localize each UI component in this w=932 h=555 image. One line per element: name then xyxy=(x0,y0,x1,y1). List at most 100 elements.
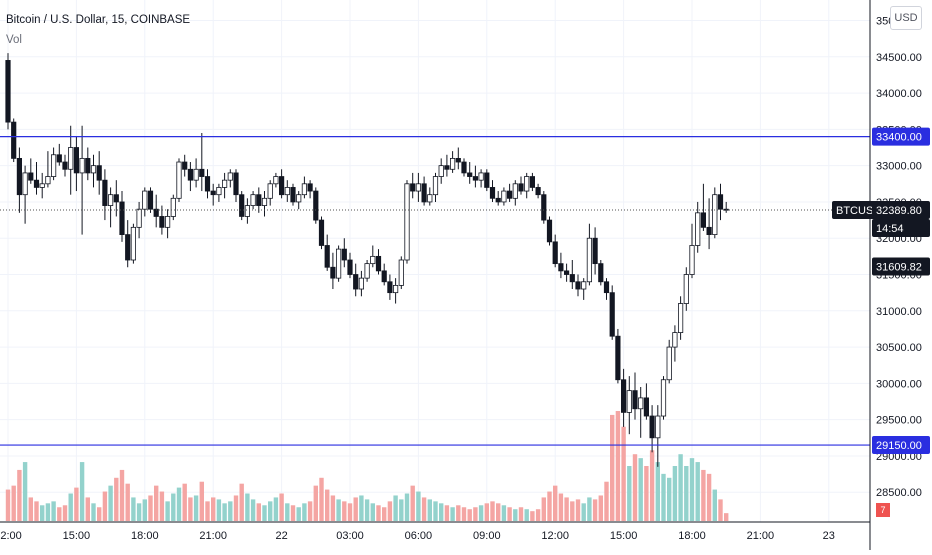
candle-body[interactable] xyxy=(353,274,359,290)
candle-body[interactable] xyxy=(136,208,142,228)
candle-body[interactable] xyxy=(113,194,119,203)
candle-body[interactable] xyxy=(227,172,233,181)
candle-body[interactable] xyxy=(204,176,211,192)
candle-body[interactable] xyxy=(210,190,216,196)
candle-body[interactable] xyxy=(387,281,393,294)
candle-body[interactable] xyxy=(273,176,279,185)
candle-body[interactable] xyxy=(364,263,370,279)
candle-body[interactable] xyxy=(643,397,650,417)
candle-body[interactable] xyxy=(96,165,102,181)
candle-body[interactable] xyxy=(484,172,490,188)
candle-body[interactable] xyxy=(130,226,136,261)
candle-body[interactable] xyxy=(341,248,347,261)
candle-body[interactable] xyxy=(552,241,558,265)
candle-body[interactable] xyxy=(108,194,114,206)
candle-body[interactable] xyxy=(79,157,85,174)
candle-body[interactable] xyxy=(626,390,632,413)
candle-body[interactable] xyxy=(581,281,587,290)
candle-body[interactable] xyxy=(689,245,695,275)
candle-body[interactable] xyxy=(700,212,707,228)
candle-body[interactable] xyxy=(358,277,365,290)
candle-body[interactable] xyxy=(444,165,450,170)
candle-body[interactable] xyxy=(90,165,97,174)
candle-body[interactable] xyxy=(655,415,661,439)
candle-body[interactable] xyxy=(467,172,473,177)
candle-body[interactable] xyxy=(546,219,553,243)
candle-body[interactable] xyxy=(660,379,667,417)
candle-body[interactable] xyxy=(472,176,479,181)
candle-body[interactable] xyxy=(569,274,575,283)
candle-body[interactable] xyxy=(438,165,444,177)
candle-body[interactable] xyxy=(244,205,250,217)
candle-body[interactable] xyxy=(501,190,507,203)
candle-body[interactable] xyxy=(193,168,199,181)
candle-body[interactable] xyxy=(324,245,330,268)
candle-body[interactable] xyxy=(22,172,28,196)
candle-body[interactable] xyxy=(427,194,433,203)
candle-body[interactable] xyxy=(284,187,290,196)
candle-body[interactable] xyxy=(449,157,456,170)
candle-body[interactable] xyxy=(187,168,193,181)
candle-body[interactable] xyxy=(404,183,410,261)
candle-body[interactable] xyxy=(615,335,621,381)
candle-body[interactable] xyxy=(638,397,644,410)
candle-body[interactable] xyxy=(410,183,416,192)
candle-body[interactable] xyxy=(392,284,399,294)
candle-body[interactable] xyxy=(564,270,570,275)
candle-body[interactable] xyxy=(39,183,45,188)
candle-body[interactable] xyxy=(512,183,518,199)
candle-body[interactable] xyxy=(125,234,131,261)
candle-body[interactable] xyxy=(216,187,222,196)
candle-body[interactable] xyxy=(455,157,461,163)
candle-body[interactable] xyxy=(672,332,678,348)
candle-body[interactable] xyxy=(398,259,404,286)
candle-body[interactable] xyxy=(649,415,655,439)
candle-body[interactable] xyxy=(381,270,387,283)
candle-body[interactable] xyxy=(529,176,536,188)
candle-body[interactable] xyxy=(62,161,68,170)
candle-body[interactable] xyxy=(415,183,422,192)
candle-body[interactable] xyxy=(261,197,268,206)
candle-body[interactable] xyxy=(11,121,17,159)
candle-body[interactable] xyxy=(495,197,501,203)
candle-body[interactable] xyxy=(712,194,718,236)
candle-body[interactable] xyxy=(375,255,382,272)
candle-body[interactable] xyxy=(592,237,598,265)
candle-body[interactable] xyxy=(5,60,11,123)
candle-body[interactable] xyxy=(432,176,439,196)
candle-body[interactable] xyxy=(142,190,148,210)
candle-body[interactable] xyxy=(267,183,273,199)
candle-body[interactable] xyxy=(68,147,74,170)
candle-body[interactable] xyxy=(478,172,484,181)
candle-body[interactable] xyxy=(239,194,245,217)
candle-body[interactable] xyxy=(586,237,593,283)
candle-body[interactable] xyxy=(706,226,712,235)
candle-body[interactable] xyxy=(609,292,615,337)
candle-body[interactable] xyxy=(632,390,638,410)
candle-body[interactable] xyxy=(221,179,228,188)
candle-body[interactable] xyxy=(45,176,51,185)
candle-body[interactable] xyxy=(296,194,302,203)
candle-body[interactable] xyxy=(421,183,427,203)
candle-body[interactable] xyxy=(85,157,91,174)
candle-body[interactable] xyxy=(16,157,23,196)
candle-body[interactable] xyxy=(182,161,188,170)
candle-body[interactable] xyxy=(119,201,125,235)
candle-body[interactable] xyxy=(695,212,701,246)
candle-body[interactable] xyxy=(506,190,513,199)
candle-body[interactable] xyxy=(290,187,296,203)
candle-body[interactable] xyxy=(489,187,496,199)
candle-body[interactable] xyxy=(159,216,165,228)
candle-body[interactable] xyxy=(621,379,627,413)
candle-body[interactable] xyxy=(335,248,342,279)
candle-body[interactable] xyxy=(170,197,176,217)
candle-body[interactable] xyxy=(541,194,547,221)
candle-body[interactable] xyxy=(56,154,62,163)
candle-body[interactable] xyxy=(301,183,308,196)
candle-body[interactable] xyxy=(598,263,604,283)
candle-body[interactable] xyxy=(307,183,313,192)
candle-body[interactable] xyxy=(73,147,79,174)
candle-body[interactable] xyxy=(535,187,541,196)
candle-body[interactable] xyxy=(666,346,672,381)
